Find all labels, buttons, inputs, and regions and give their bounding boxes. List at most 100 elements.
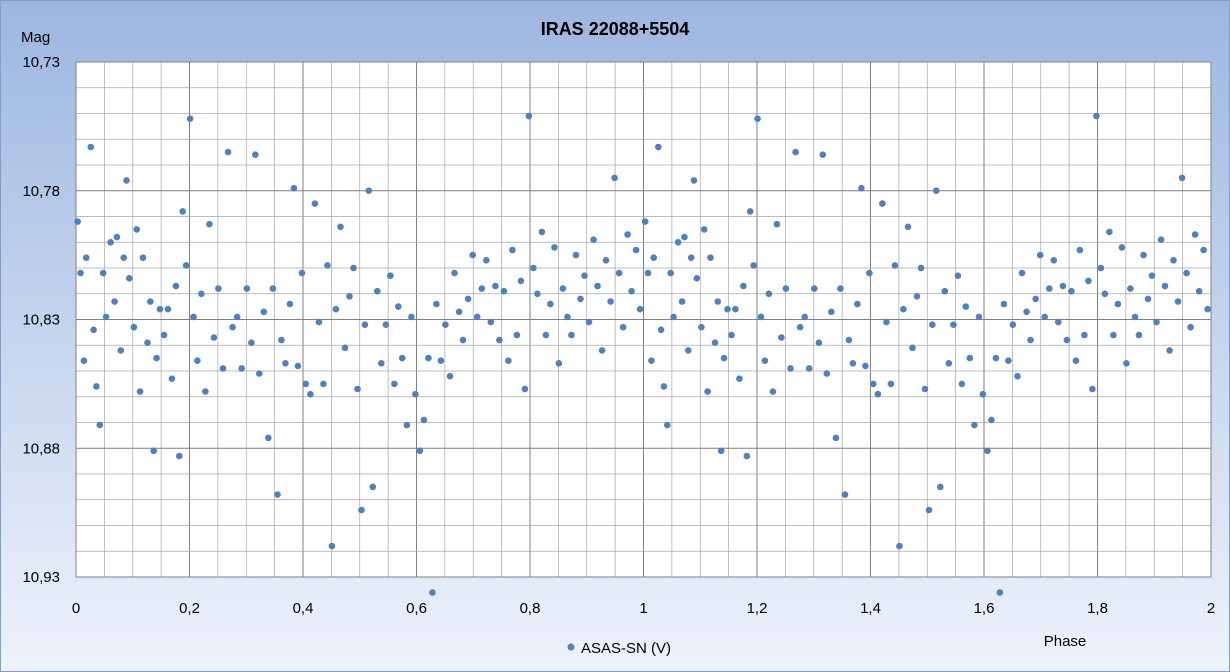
data-point	[841, 491, 849, 498]
data-point	[714, 298, 722, 305]
data-point	[123, 177, 130, 184]
data-point	[117, 347, 125, 354]
data-point	[1018, 269, 1026, 277]
data-point	[891, 262, 899, 269]
data-point	[87, 143, 95, 151]
data-point	[717, 447, 725, 455]
data-point	[156, 305, 164, 313]
data-point	[190, 313, 197, 321]
data-point	[82, 254, 90, 261]
data-point	[429, 589, 436, 596]
data-point	[941, 287, 949, 295]
data-point	[1014, 372, 1021, 380]
data-point	[255, 370, 263, 377]
data-point	[845, 336, 853, 344]
data-point	[615, 269, 623, 277]
data-point	[294, 362, 302, 370]
data-point	[937, 483, 944, 491]
data-point	[650, 254, 657, 261]
data-point	[1106, 228, 1113, 236]
data-point	[538, 228, 546, 236]
data-point	[90, 326, 97, 334]
grid-lines	[75, 61, 1212, 578]
data-point	[229, 323, 236, 331]
data-point	[1085, 277, 1092, 285]
data-point	[778, 334, 785, 341]
data-point	[358, 506, 365, 514]
data-point	[1144, 295, 1152, 303]
data-point	[369, 483, 377, 491]
data-point	[594, 282, 601, 290]
data-point	[992, 354, 1000, 362]
data-point	[202, 388, 209, 395]
data-point	[1183, 269, 1190, 277]
data-point	[120, 254, 127, 261]
data-point	[854, 300, 861, 308]
x-tick-labels: 0 0,2 0,4 0,6 0,8 1 1,2 1,4 1,6 1,8 2	[72, 600, 1215, 617]
data-point	[96, 421, 104, 429]
data-point	[849, 360, 857, 367]
data-point	[837, 285, 844, 292]
data-point	[459, 336, 467, 344]
data-point	[412, 390, 419, 398]
data-point	[728, 331, 735, 339]
data-point	[176, 452, 183, 460]
data-point	[950, 321, 957, 329]
x-tick-label: 1	[639, 600, 647, 617]
data-point	[568, 331, 575, 339]
data-point	[1023, 308, 1030, 316]
data-point	[387, 272, 394, 280]
data-point	[290, 184, 298, 192]
data-point	[136, 388, 144, 395]
data-point	[765, 290, 773, 298]
data-point	[483, 257, 490, 264]
data-point	[598, 347, 606, 354]
data-point	[521, 385, 529, 393]
data-point	[1204, 305, 1211, 313]
data-point	[324, 262, 331, 269]
data-point	[792, 148, 799, 156]
data-point	[206, 220, 213, 228]
data-point	[962, 303, 970, 310]
data-point	[874, 390, 882, 398]
data-point	[769, 388, 777, 395]
data-point	[801, 313, 808, 321]
data-point	[900, 305, 907, 313]
y-tick-label: 10,73	[22, 54, 60, 71]
data-point	[966, 354, 974, 362]
data-point	[958, 380, 966, 388]
data-point	[866, 269, 873, 277]
x-tick-label: 1,4	[860, 600, 881, 617]
data-point	[1097, 264, 1105, 272]
data-point	[870, 380, 877, 388]
data-point	[408, 313, 415, 321]
data-point	[534, 290, 541, 298]
data-point	[687, 254, 695, 261]
data-point	[819, 151, 827, 158]
data-point	[1166, 347, 1173, 354]
data-point	[320, 380, 327, 388]
data-point	[1135, 331, 1143, 339]
data-point	[130, 323, 138, 331]
data-point	[224, 148, 232, 156]
data-point	[1063, 336, 1071, 344]
data-point	[542, 331, 550, 339]
data-point	[509, 246, 516, 254]
data-point	[160, 331, 168, 339]
data-point	[99, 269, 107, 277]
data-point	[361, 321, 369, 329]
data-point	[858, 184, 865, 192]
data-point	[93, 383, 100, 390]
data-point	[984, 447, 991, 455]
data-point	[1114, 300, 1122, 308]
data-point	[350, 264, 357, 272]
y-tick-label: 10,88	[22, 440, 60, 457]
data-point	[754, 115, 761, 122]
data-point	[153, 354, 160, 362]
data-point	[374, 287, 381, 295]
y-tick-labels: 10,73 10,78 10,83 10,88 10,93	[22, 54, 60, 586]
data-points	[74, 112, 1211, 596]
data-point	[1153, 318, 1160, 326]
data-point	[530, 264, 537, 272]
x-axis-label: Phase	[1044, 633, 1087, 650]
